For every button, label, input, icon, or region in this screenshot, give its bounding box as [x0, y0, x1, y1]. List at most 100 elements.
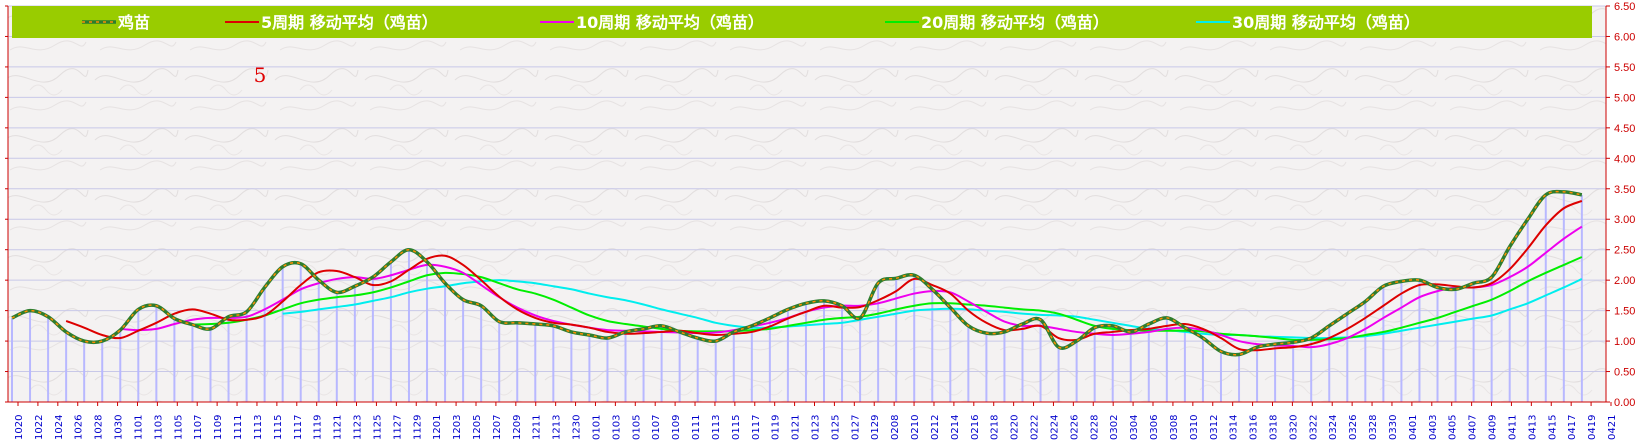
- x-tick-label-0117: 0117: [751, 415, 762, 440]
- x-tick-label-1026: 1026: [74, 415, 85, 440]
- x-tick-label-1129: 1129: [412, 415, 423, 440]
- x-tick-label-0125: 0125: [830, 415, 841, 440]
- x-tick-label-0320: 0320: [1288, 415, 1299, 440]
- x-tick-label-1117: 1117: [293, 415, 304, 440]
- x-tick-label-0224: 0224: [1049, 415, 1060, 440]
- y-tick-label-1.00: 1.00: [1614, 336, 1635, 348]
- x-tick-label-0119: 0119: [771, 415, 782, 440]
- legend-label-4: 30周期 移动平均（鸡苗）: [1232, 13, 1420, 32]
- x-tick-label-0105: 0105: [631, 415, 642, 440]
- x-tick-label-0304: 0304: [1129, 415, 1140, 440]
- x-tick-label-0210: 0210: [910, 415, 921, 440]
- y-tick-label-0.50: 0.50: [1614, 367, 1635, 379]
- x-tick-label-0324: 0324: [1328, 415, 1339, 440]
- x-tick-label-0103: 0103: [611, 415, 622, 440]
- series-lines: [11, 189, 1583, 357]
- x-tick-label-0129: 0129: [870, 415, 881, 440]
- x-tick-label-0107: 0107: [651, 415, 662, 440]
- legend-label-3: 20周期 移动平均（鸡苗）: [921, 13, 1109, 32]
- x-tick-label-0228: 0228: [1089, 415, 1100, 440]
- y-tick-label-6.50: 6.50: [1614, 1, 1635, 13]
- x-tick-label-1020: 1020: [14, 415, 25, 440]
- x-tick-label-0115: 0115: [731, 415, 742, 440]
- x-tick-label-1111: 1111: [233, 415, 244, 440]
- x-tick-label-0401: 0401: [1408, 415, 1419, 440]
- y-axis-ticks: 0.00 0.50 1.00 1.50 2.00 2.50 3.00 3.50 4.00 4.50…: [5, 1, 1635, 409]
- y-tick-label-5.00: 5.00: [1614, 92, 1635, 104]
- series-line-ma4: [282, 278, 1583, 340]
- x-tick-label-0417: 0417: [1567, 415, 1578, 440]
- x-tick-label-0308: 0308: [1169, 415, 1180, 440]
- x-tick-label-0316: 0316: [1249, 415, 1260, 440]
- series-line-ma2: [120, 225, 1583, 349]
- x-tick-label-0208: 0208: [890, 415, 901, 440]
- y-tick-label-3.50: 3.50: [1614, 184, 1635, 196]
- x-tick-label-1207: 1207: [492, 415, 503, 440]
- x-tick-label-1024: 1024: [54, 415, 65, 440]
- x-tick-label-1123: 1123: [353, 415, 364, 440]
- x-tick-label-1203: 1203: [452, 415, 463, 440]
- x-tick-label-1213: 1213: [552, 415, 563, 440]
- x-tick-label-0113: 0113: [711, 415, 722, 440]
- x-tick-label-0403: 0403: [1428, 415, 1439, 440]
- y-tick-label-6.00: 6.00: [1614, 31, 1635, 43]
- x-tick-label-1119: 1119: [313, 415, 324, 440]
- x-tick-label-1107: 1107: [193, 415, 204, 440]
- x-tick-label-0326: 0326: [1348, 415, 1359, 440]
- x-tick-label-0220: 0220: [1010, 415, 1021, 440]
- legend-label-2: 10周期 移动平均（鸡苗）: [576, 13, 764, 32]
- legend-label-0: 鸡苗: [117, 13, 150, 32]
- bars: [11, 191, 1583, 402]
- y-tick-label-3.00: 3.00: [1614, 214, 1635, 226]
- axes: [7, 6, 1607, 403]
- series-line-chicken: [11, 189, 1583, 357]
- x-tick-label-0328: 0328: [1368, 415, 1379, 440]
- x-tick-label-0411: 0411: [1507, 415, 1518, 440]
- x-tick-label-0111: 0111: [691, 415, 702, 440]
- y-tick-label-4.50: 4.50: [1614, 123, 1635, 135]
- x-tick-label-0314: 0314: [1229, 415, 1240, 440]
- x-tick-label-0212: 0212: [930, 415, 941, 440]
- x-tick-label-0415: 0415: [1547, 415, 1558, 440]
- x-tick-label-0330: 0330: [1388, 415, 1399, 440]
- x-tick-label-1211: 1211: [532, 415, 543, 440]
- legend-label-1: 5周期 移动平均（鸡苗）: [261, 13, 438, 32]
- legend-background: [12, 6, 1592, 38]
- x-tick-label-0322: 0322: [1308, 415, 1319, 440]
- x-tick-label-1101: 1101: [133, 415, 144, 440]
- x-tick-label-0409: 0409: [1488, 415, 1499, 440]
- plot-background: [8, 6, 1606, 402]
- x-tick-label-0312: 0312: [1209, 415, 1220, 440]
- x-tick-label-1022: 1022: [34, 415, 45, 440]
- x-tick-label-1127: 1127: [392, 415, 403, 440]
- x-tick-label-1109: 1109: [213, 415, 224, 440]
- y-tick-label-2.50: 2.50: [1614, 245, 1635, 257]
- series-line-ma1: [65, 200, 1583, 352]
- x-tick-label-1105: 1105: [173, 415, 184, 440]
- x-tick-label-0214: 0214: [950, 415, 961, 440]
- x-tick-label-1125: 1125: [372, 415, 383, 440]
- x-tick-label-0421: 0421: [1607, 415, 1618, 440]
- y-tick-label-2.00: 2.00: [1614, 275, 1635, 287]
- x-tick-label-1121: 1121: [333, 415, 344, 440]
- x-tick-label-1205: 1205: [472, 415, 483, 440]
- x-tick-label-0318: 0318: [1268, 415, 1279, 440]
- legend: 鸡苗 5周期 移动平均（鸡苗） 10周期 移动平均（鸡苗） 20周期 移动平均（鸡苗）…: [12, 6, 1592, 38]
- x-tick-label-1028: 1028: [94, 415, 105, 440]
- x-tick-label-0121: 0121: [791, 415, 802, 440]
- y-tick-label-0.00: 0.00: [1614, 397, 1635, 409]
- x-axis-ticks: 1020 1022 1024 1026 1028 1030 1101 1103 1105 1107…: [14, 402, 1618, 440]
- x-tick-label-0306: 0306: [1149, 415, 1160, 440]
- x-tick-label-1030: 1030: [114, 415, 125, 440]
- x-tick-label-0419: 0419: [1587, 415, 1598, 440]
- x-tick-label-1113: 1113: [253, 415, 264, 440]
- x-tick-label-1103: 1103: [153, 415, 164, 440]
- x-tick-label-0413: 0413: [1527, 415, 1538, 440]
- x-tick-label-0218: 0218: [990, 415, 1001, 440]
- x-tick-label-0123: 0123: [811, 415, 822, 440]
- x-tick-label-0127: 0127: [850, 415, 861, 440]
- x-tick-label-0302: 0302: [1109, 415, 1120, 440]
- y-tick-label-4.00: 4.00: [1614, 153, 1635, 165]
- x-tick-label-0222: 0222: [1030, 415, 1041, 440]
